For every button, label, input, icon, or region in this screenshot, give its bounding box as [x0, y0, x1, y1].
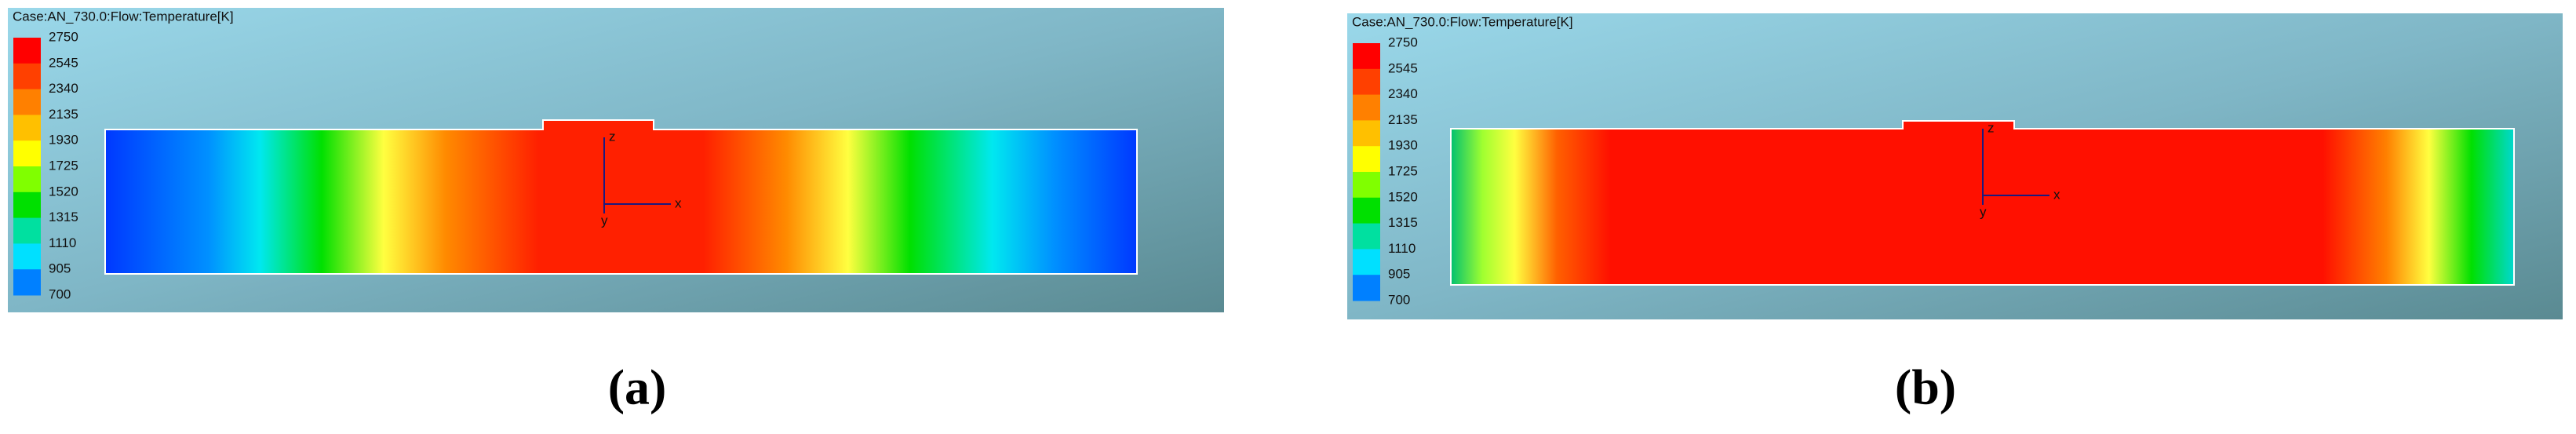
legend-band — [13, 89, 41, 115]
legend-label: 1315 — [1388, 215, 1418, 230]
axis-label: y — [1980, 204, 1987, 219]
legend-label: 2545 — [1388, 60, 1418, 75]
legend-band — [13, 140, 41, 167]
panel-label: (b) — [1895, 359, 1956, 415]
case-title: Case:AN_730.0:Flow:Temperature[K] — [13, 9, 234, 24]
legend-band — [13, 115, 41, 141]
legend-label: 1930 — [1388, 138, 1418, 153]
temperature-field — [104, 119, 1138, 275]
axis-label: z — [609, 129, 616, 144]
legend-band — [1353, 197, 1380, 224]
legend-label: 1315 — [49, 210, 78, 224]
legend-label: 1110 — [49, 235, 76, 250]
legend-band — [1353, 249, 1380, 275]
axis-label: x — [675, 195, 682, 210]
legend-band — [13, 243, 41, 270]
axis-label: z — [1988, 120, 1995, 135]
legend-label: 905 — [49, 261, 71, 276]
legend-band — [1353, 94, 1380, 121]
legend-label: 700 — [49, 286, 71, 301]
legend-label: 1520 — [49, 184, 78, 199]
legend-band — [1353, 223, 1380, 250]
legend-label: 1520 — [1388, 189, 1418, 204]
legend-band — [1353, 120, 1380, 147]
legend-label: 1725 — [49, 158, 78, 173]
legend-label: 2135 — [1388, 112, 1418, 127]
legend-label: 2750 — [1388, 35, 1418, 49]
case-title: Case:AN_730.0:Flow:Temperature[K] — [1352, 14, 1573, 29]
legend-band — [13, 63, 41, 90]
legend-band — [1353, 146, 1380, 173]
legend-label: 2340 — [1388, 86, 1418, 101]
legend-band — [13, 217, 41, 244]
legend-band — [13, 191, 41, 219]
legend-band — [1353, 172, 1380, 199]
legend-band — [1353, 275, 1380, 301]
legend-band — [13, 38, 41, 64]
panel-label: (a) — [608, 359, 667, 415]
legend-label: 905 — [1388, 267, 1410, 282]
legend-band — [1353, 68, 1380, 96]
legend-label: 1930 — [49, 133, 78, 148]
legend-label: 700 — [1388, 292, 1410, 307]
legend-band — [1353, 43, 1380, 70]
legend-label: 2750 — [49, 29, 78, 44]
legend-label: 2340 — [49, 81, 78, 96]
legend-band — [13, 269, 41, 296]
simulation-panel: Case:AN_730.0:Flow:Temperature[K] 2750 254… — [1347, 13, 2563, 319]
legend-label: 2135 — [49, 107, 78, 122]
axis-label: y — [601, 213, 608, 228]
legend-label: 2545 — [49, 55, 78, 70]
simulation-panel: Case:AN_730.0:Flow:Temperature[K] 2750 254… — [8, 8, 1224, 312]
legend-band — [13, 166, 41, 193]
legend-label: 1110 — [1388, 241, 1416, 256]
axis-label: x — [2053, 187, 2060, 202]
legend-label: 1725 — [1388, 163, 1418, 178]
